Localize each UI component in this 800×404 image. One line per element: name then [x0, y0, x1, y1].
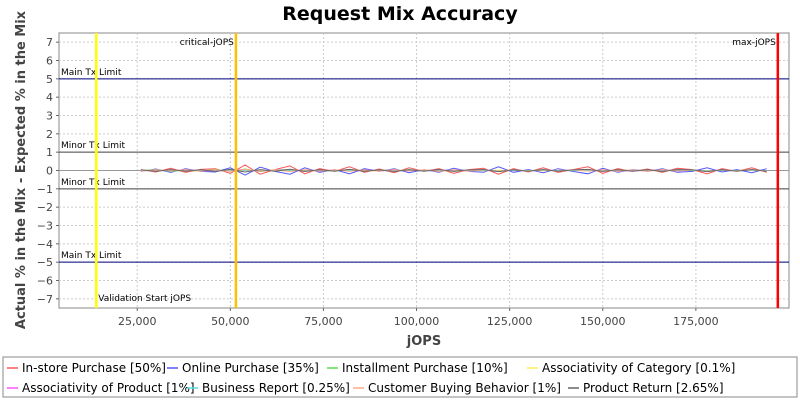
y-ticks: 7 6 5 4 3 2 1 0 −1 −2 −3 −4 −5 −6 −7	[37, 36, 59, 306]
y-tick-label: −5	[37, 256, 53, 269]
y-tick-label: 3	[46, 110, 53, 123]
x-tick-label: 175,000	[673, 315, 719, 328]
y-tick-label: −7	[37, 293, 53, 306]
limit-label: Minor Tx Limit	[61, 141, 126, 151]
y-tick-label: 5	[46, 73, 53, 86]
x-tick-label: 75,000	[304, 315, 343, 328]
legend-label: Online Purchase [35%]	[182, 361, 319, 375]
y-tick-label: 2	[46, 128, 53, 141]
legend-label: Customer Buying Behavior [1%]	[368, 381, 561, 395]
x-tick-label: 125,000	[487, 315, 533, 328]
y-tick-label: −6	[37, 275, 53, 288]
y-tick-label: 7	[46, 36, 53, 49]
x-axis-label: jOPS	[406, 334, 441, 349]
x-ticks: 25,000 50,000 75,000 100,000 125,000 150,000 1…	[118, 308, 719, 328]
y-tick-label: −3	[37, 220, 53, 233]
y-tick-label: 0	[46, 165, 53, 178]
y-tick-label: 1	[46, 146, 53, 159]
legend-label: Product Return [2.65%]	[583, 381, 724, 395]
marker-label: critical-jOPS	[180, 38, 234, 48]
y-tick-label: −2	[37, 201, 53, 214]
y-tick-label: 4	[46, 91, 53, 104]
legend-label: Business Report [0.25%]	[202, 381, 350, 395]
y-tick-label: 6	[46, 55, 53, 68]
y-axis-label: Actual % in the Mix - Expected % in the …	[14, 10, 29, 329]
x-tick-label: 150,000	[580, 315, 626, 328]
legend-label: Installment Purchase [10%]	[342, 361, 508, 375]
chart-title: Request Mix Accuracy	[282, 3, 518, 25]
legend-label: In-store Purchase [50%]	[22, 361, 166, 375]
x-tick-label: 50,000	[211, 315, 250, 328]
marker-label: Validation Start jOPS	[98, 294, 191, 304]
marker-label: max-jOPS	[732, 38, 776, 48]
y-tick-label: −1	[37, 183, 53, 196]
legend-label: Associativity of Category [0.1%]	[542, 361, 735, 375]
x-tick-label: 25,000	[118, 315, 157, 328]
legend-label: Associativity of Product [1%]	[22, 381, 195, 395]
limit-label: Main Tx Limit	[61, 251, 122, 261]
y-tick-label: −4	[37, 238, 53, 251]
x-tick-label: 100,000	[394, 315, 440, 328]
limit-label: Minor Tx Limit	[61, 178, 126, 188]
limit-label: Main Tx Limit	[61, 68, 122, 78]
